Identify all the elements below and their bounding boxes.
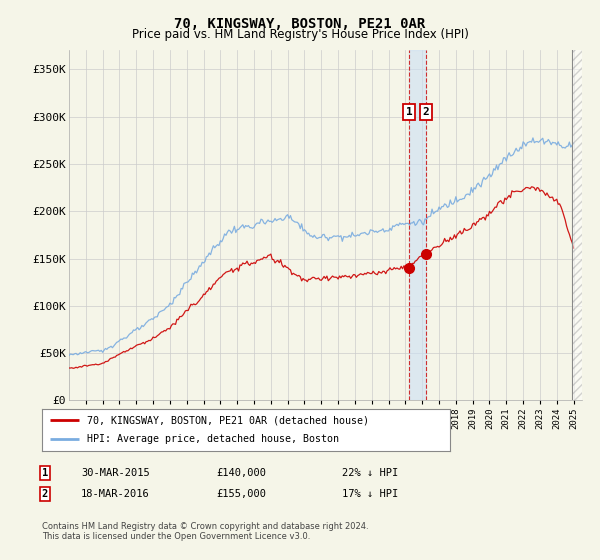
Text: Price paid vs. HM Land Registry's House Price Index (HPI): Price paid vs. HM Land Registry's House …	[131, 28, 469, 41]
Text: 1: 1	[406, 107, 413, 117]
Text: 1: 1	[42, 468, 48, 478]
Text: 30-MAR-2015: 30-MAR-2015	[81, 468, 150, 478]
Text: 2: 2	[422, 107, 429, 117]
Text: HPI: Average price, detached house, Boston: HPI: Average price, detached house, Bost…	[87, 435, 339, 445]
Text: 22% ↓ HPI: 22% ↓ HPI	[342, 468, 398, 478]
Text: £140,000: £140,000	[216, 468, 266, 478]
Bar	[572, 50, 583, 400]
Text: £155,000: £155,000	[216, 489, 266, 499]
Text: 18-MAR-2016: 18-MAR-2016	[81, 489, 150, 499]
Bar	[409, 50, 426, 400]
Text: 2: 2	[42, 489, 48, 499]
Text: Contains HM Land Registry data © Crown copyright and database right 2024.
This d: Contains HM Land Registry data © Crown c…	[42, 522, 368, 542]
Text: 70, KINGSWAY, BOSTON, PE21 0AR (detached house): 70, KINGSWAY, BOSTON, PE21 0AR (detached…	[87, 415, 369, 425]
Bar	[572, 50, 582, 400]
Text: 70, KINGSWAY, BOSTON, PE21 0AR: 70, KINGSWAY, BOSTON, PE21 0AR	[175, 16, 425, 30]
Text: 17% ↓ HPI: 17% ↓ HPI	[342, 489, 398, 499]
